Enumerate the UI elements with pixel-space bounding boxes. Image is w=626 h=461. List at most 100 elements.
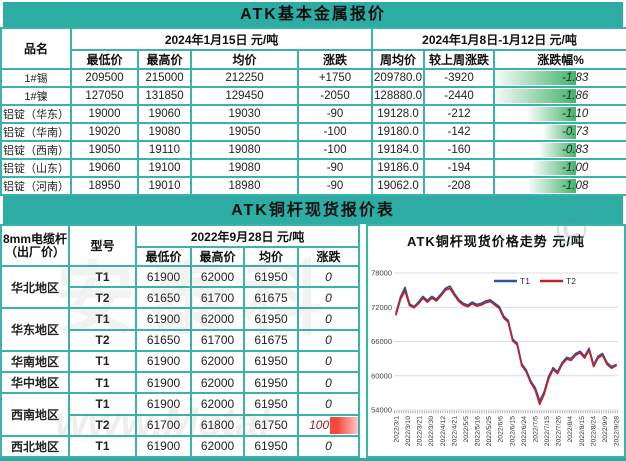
cell-high: 61700 [190,328,245,352]
metal-row: 铝锭（西南） 19050 19110 19080 -100 19184.0 -160 -0.8… [0,140,626,160]
cell-avg: 19080 [190,158,299,178]
cell-change: -90 [296,104,374,124]
cell-pct-change: -0.73 [493,122,626,142]
cable-rod-header-line1: 8mm电缆杆 [2,231,67,246]
cell-product-name: 1#锡 [0,68,72,88]
x-axis-tick-label: 2022/3/1 [394,416,401,443]
x-axis-tick-label: 2022/3/21 [417,416,424,446]
cell-avg: 61675 [243,328,299,352]
copper-row: T2 61700 61800 61750 100 [1,413,361,437]
cable-rod-header-line2: （出厂价） [4,244,65,259]
cell-high: 62000 [190,264,245,289]
cell-avg: 212250 [190,68,299,88]
change-value: 100 [309,418,330,433]
cell-high: 19060 [137,104,192,124]
cell-model: T1 [68,434,137,459]
cell-low: 61650 [135,286,192,310]
cell-region: 华中地区 [0,371,70,395]
cell-region: 华南地区 [0,349,70,374]
cell-high: 62000 [190,371,245,395]
cell-low: 61900 [135,349,192,374]
cell-model: T1 [68,371,137,395]
col-header-high: 最高价 [137,49,192,70]
copper-row: 华南地区 T1 61900 62000 61950 0 [0,349,361,374]
cell-product-name: 铝锭（华东） [0,104,72,124]
copper-row: 西北地区 T1 61900 62000 61950 0 [0,434,361,459]
cell-region: 西南地区 [0,392,70,437]
cell-region: 西北地区 [0,434,70,459]
x-axis-tick-label: 2022/8/24 [590,416,597,446]
cell-change: 0 [296,264,361,289]
x-axis-tick-label: 2022/3/30 [428,416,435,446]
cell-model: T2 [68,413,137,437]
cell-change: 0 [296,392,361,416]
cell-avg: 61950 [243,307,299,331]
cell-week-avg: 19186.0 [371,158,426,178]
pct-databar [496,89,577,103]
col-header-pct: 涨跌幅% [493,49,626,70]
x-axis-tick-label: 2022/3/10 [405,416,412,446]
daily-period-header: 2024年1月15日 元/吨 [69,27,374,51]
col-header-wchg: 较上周涨跌 [423,49,496,70]
x-axis-tick-label: 2022/6/24 [521,416,528,446]
cell-avg: 19080 [190,140,299,160]
pct-value: -1.83 [562,72,589,84]
x-axis-tick-label: 2022/9/28 [614,416,621,446]
y-axis-tick-label: 60000 [371,371,392,380]
cell-avg: 18980 [190,176,299,196]
cell-region: 华北地区 [0,264,70,310]
cell-model: T1 [68,307,137,331]
cell-pct-change: -0.83 [493,140,626,160]
price-trend-chart: ATK铜杆现货价格走势 元/吨 78000 72000 66000 60000 5400… [366,224,626,458]
col-header-high2: 最高价 [190,246,245,267]
copper-rod-price-table: 8mm电缆杆 （出厂价） 型号 2022年9月28日 元/吨 最低价 最高价 均… [0,224,361,459]
pct-databar [544,125,577,139]
cell-model: T1 [68,264,137,289]
cell-change: 0 [296,307,361,331]
pct-databar [528,107,577,121]
section1-title-band: ATK基本金属报价 [3,2,623,27]
cell-high: 62000 [190,307,245,331]
col-header-chg2: 涨跌 [296,246,361,267]
cell-avg: 19050 [190,122,299,142]
cell-pct-change: -1.10 [493,104,626,124]
copper-rod-rows: 华北地区 T1 61900 62000 61950 0 T2 61650 61700 61675 0… [0,264,361,459]
cell-change: 0 [296,286,361,310]
cell-change: 0 [296,349,361,374]
pct-value: -1.86 [562,90,589,102]
cell-change: -2050 [296,86,374,106]
base-metal-rows: 1#锡 209500 215000 212250 +1750 209780.0 -3920-… [0,68,626,196]
section1-title: ATK基本金属报价 [240,6,386,23]
legend-label-T2: T2 [566,276,576,286]
cell-model: T2 [68,328,137,352]
cell-low: 19000 [70,104,139,124]
cell-low: 18950 [70,176,139,196]
x-axis-tick-label: 2022/5/5 [463,416,470,443]
x-axis-tick-label: 2022/8/4 [567,416,574,443]
cell-pct-change: -1.08 [493,176,626,196]
cable-rod-header: 8mm电缆杆 （出厂价） [0,224,70,267]
pct-databar [539,143,577,157]
col-header-wavg: 周均价 [371,49,426,70]
pct-value: -1.00 [562,162,589,174]
cell-low: 61900 [135,307,192,331]
pct-value: -1.10 [562,108,589,120]
cell-product-name: 1#镍 [0,86,72,106]
cell-week-change: -160 [423,140,496,160]
cell-low: 61900 [135,264,192,289]
cell-high: 61700 [190,286,245,310]
x-axis-tick-label: 2022/4/21 [451,416,458,446]
cell-avg: 61950 [243,349,299,374]
series-line-T1 [395,285,617,402]
cell-product-name: 铝锭（西南） [0,140,72,160]
cell-week-change: -142 [423,122,496,142]
metal-row: 1#锡 209500 215000 212250 +1750 209780.0 -3920 -… [0,68,626,88]
cell-low: 61900 [135,392,192,416]
x-axis-tick-label: 2022/4/12 [440,416,447,446]
col-header-low: 最低价 [70,49,139,70]
cell-high: 19010 [137,176,192,196]
product-column-header: 品名 [0,27,72,70]
series-line-T2 [395,287,617,406]
cell-product-name: 铝锭（华南） [0,122,72,142]
